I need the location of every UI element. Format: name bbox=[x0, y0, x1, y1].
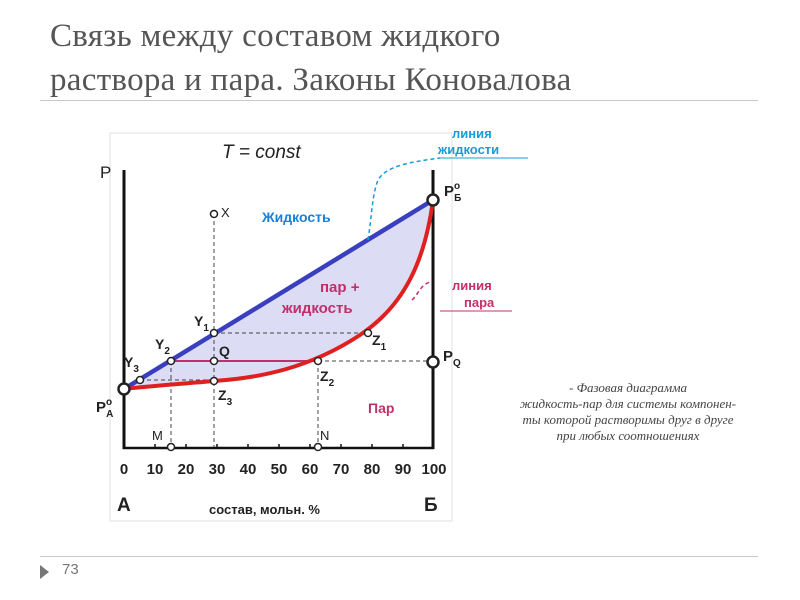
x-axis-label: состав, мольн. % bbox=[209, 502, 320, 517]
x-tick-marks bbox=[154, 444, 404, 449]
point-q bbox=[209, 356, 219, 366]
x-tick-label: 40 bbox=[240, 461, 257, 478]
point-z2 bbox=[313, 356, 323, 366]
label-pb: Po Б bbox=[444, 181, 461, 204]
slide-title: Связь между составом жидкого раствора и … bbox=[50, 14, 770, 102]
point-y1 bbox=[209, 328, 219, 338]
point-m bbox=[166, 442, 176, 452]
liquid-line-callout bbox=[367, 157, 441, 241]
footer-arrow-icon bbox=[40, 565, 49, 579]
label-y2: Y2 bbox=[155, 336, 170, 357]
component-b-label: Б bbox=[424, 495, 438, 516]
label-z1: Z1 bbox=[372, 332, 387, 353]
x-tick-label: 90 bbox=[395, 461, 412, 478]
label-pa: Po A bbox=[96, 397, 113, 420]
liquid-line bbox=[122, 198, 435, 391]
title-divider bbox=[40, 100, 758, 101]
x-tick-label: 50 bbox=[271, 461, 288, 478]
liquid-line-label-2: жидкости bbox=[437, 142, 499, 157]
point-y3 bbox=[135, 375, 145, 385]
slide-title-line-2: раствора и пара. Законы Коновалова bbox=[50, 62, 572, 98]
x-tick-label: 100 bbox=[421, 461, 446, 478]
vapor-line-label-2: пара bbox=[464, 295, 495, 310]
x-tick-label: 30 bbox=[209, 461, 226, 478]
vapor-line-callout bbox=[411, 281, 431, 301]
x-tick-label: 60 bbox=[302, 461, 319, 478]
vapor-line-label-1: линия bbox=[452, 278, 492, 293]
point-pa bbox=[117, 382, 131, 396]
diagram-caption: - Фазовая диаграмма жидкость-пар для сис… bbox=[478, 380, 778, 444]
point-z1 bbox=[363, 328, 373, 338]
point-pb bbox=[426, 193, 440, 207]
label-pq: PQ bbox=[443, 348, 461, 369]
label-q: Q bbox=[219, 343, 230, 359]
point-z3 bbox=[209, 376, 219, 386]
slide-title-line-1: Связь между составом жидкого bbox=[50, 18, 501, 54]
point-pq bbox=[426, 355, 440, 369]
y-axis-label: P bbox=[100, 163, 111, 182]
page-number: 73 bbox=[62, 561, 79, 578]
liquid-region-label: Жидкость bbox=[261, 209, 331, 225]
label-x: X bbox=[221, 205, 230, 220]
point-y2 bbox=[166, 356, 176, 366]
two-phase-label-1: пар + bbox=[320, 279, 360, 296]
point-n bbox=[313, 442, 323, 452]
liquid-line-label-1: линия bbox=[452, 126, 492, 141]
guide-lines bbox=[140, 214, 432, 447]
vapor-line bbox=[123, 199, 435, 391]
caption-line-1: - Фазовая диаграмма bbox=[568, 380, 688, 395]
x-tick-label: 10 bbox=[147, 461, 164, 478]
label-n: N bbox=[320, 428, 329, 443]
caption-line-3: ты которой растворимы друг в друге bbox=[522, 412, 734, 427]
caption-line-2: жидкость-пар для системы компонен- bbox=[519, 396, 737, 411]
label-y1: Y1 bbox=[194, 313, 209, 334]
footer-divider bbox=[40, 556, 758, 557]
component-a-label: А bbox=[117, 495, 131, 516]
x-tick-label: 0 bbox=[120, 461, 128, 478]
condition-label: T = const bbox=[222, 142, 301, 163]
label-z3: Z3 bbox=[218, 387, 233, 408]
label-y3: Y3 bbox=[124, 354, 139, 375]
label-m: M bbox=[152, 428, 163, 443]
diagram-points bbox=[117, 193, 440, 452]
two-phase-label-2: жидкость bbox=[281, 300, 353, 317]
point-x bbox=[209, 209, 219, 219]
caption-line-4: при любых соотношениях bbox=[556, 428, 700, 443]
vapor-region-label: Пар bbox=[368, 400, 394, 416]
x-tick-label: 20 bbox=[178, 461, 195, 478]
label-z2: Z2 bbox=[320, 368, 335, 389]
x-tick-label: 80 bbox=[364, 461, 381, 478]
x-tick-label: 70 bbox=[333, 461, 350, 478]
